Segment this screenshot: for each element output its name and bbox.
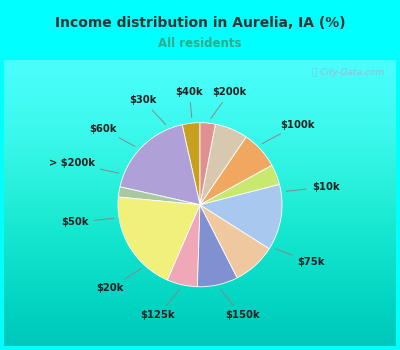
Text: > $200k: > $200k bbox=[49, 158, 119, 173]
Wedge shape bbox=[200, 205, 269, 278]
Wedge shape bbox=[182, 123, 200, 205]
Wedge shape bbox=[200, 124, 246, 205]
Text: $30k: $30k bbox=[129, 95, 166, 125]
Wedge shape bbox=[198, 205, 237, 287]
Text: $60k: $60k bbox=[89, 124, 135, 147]
Wedge shape bbox=[120, 125, 200, 205]
Wedge shape bbox=[118, 187, 200, 205]
Text: $40k: $40k bbox=[176, 87, 203, 118]
Text: $200k: $200k bbox=[211, 87, 247, 119]
Text: All residents: All residents bbox=[158, 37, 242, 50]
Wedge shape bbox=[168, 205, 200, 287]
Text: $50k: $50k bbox=[61, 217, 114, 228]
Text: $150k: $150k bbox=[220, 289, 259, 320]
Wedge shape bbox=[200, 184, 282, 249]
Wedge shape bbox=[200, 165, 280, 205]
Wedge shape bbox=[200, 123, 215, 205]
Text: $100k: $100k bbox=[262, 120, 314, 144]
Text: $10k: $10k bbox=[286, 182, 340, 192]
Text: ⓘ City-Data.com: ⓘ City-Data.com bbox=[312, 68, 384, 77]
Wedge shape bbox=[118, 197, 200, 280]
Text: $125k: $125k bbox=[141, 289, 180, 320]
Wedge shape bbox=[200, 137, 272, 205]
Text: Income distribution in Aurelia, IA (%): Income distribution in Aurelia, IA (%) bbox=[55, 16, 345, 30]
Text: $20k: $20k bbox=[96, 269, 141, 294]
Text: $75k: $75k bbox=[275, 249, 325, 267]
